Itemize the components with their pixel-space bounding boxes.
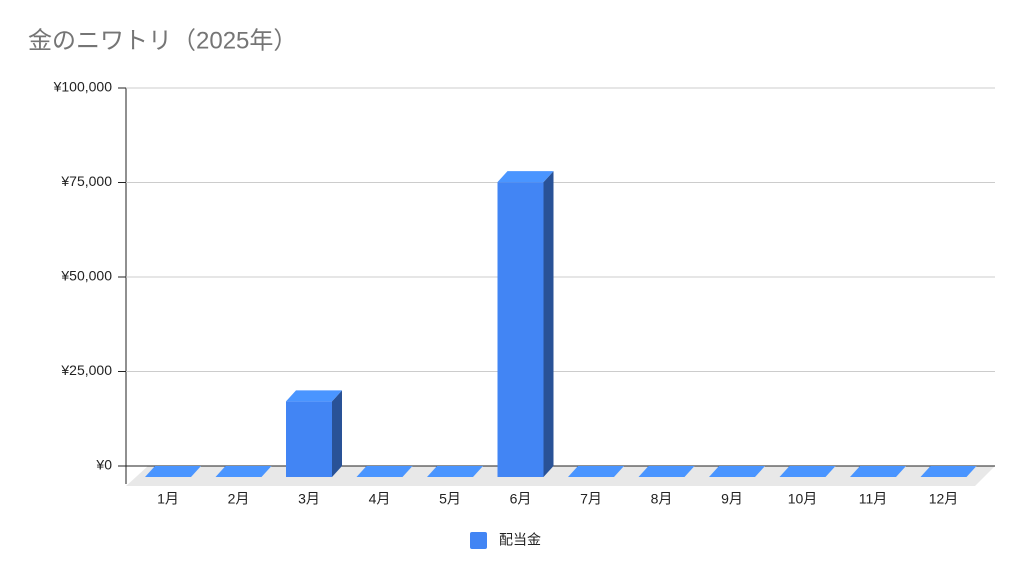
bar-side: [543, 171, 554, 477]
bar-side: [332, 390, 342, 477]
x-tick-label: 12月: [929, 491, 959, 507]
bar-top: [709, 466, 765, 477]
chart-title: 金のニワトリ（2025年）: [28, 27, 297, 54]
x-tick-label: 11月: [859, 491, 888, 507]
y-tick-label: ¥75,000: [60, 173, 112, 189]
x-tick-label: 8月: [651, 491, 673, 507]
x-tick-label: 7月: [580, 491, 602, 507]
bar: [497, 182, 544, 477]
bar-top: [638, 466, 695, 477]
y-tick-label: ¥0: [95, 457, 112, 473]
x-tick-label: 5月: [439, 491, 461, 507]
legend-swatch: [470, 532, 487, 549]
bar-top: [145, 466, 201, 477]
x-tick-label: 3月: [298, 491, 320, 507]
bar-top: [356, 466, 413, 477]
x-tick-label: 9月: [721, 491, 743, 507]
y-tick-label: ¥25,000: [60, 362, 112, 378]
bar-top: [779, 466, 836, 477]
y-tick-label: ¥50,000: [60, 268, 112, 284]
floor: [126, 466, 995, 486]
bar-top: [286, 390, 342, 402]
x-tick-label: 4月: [369, 491, 391, 507]
x-tick-label: 6月: [510, 491, 532, 507]
bar-top: [568, 466, 624, 477]
bar-top: [427, 466, 483, 477]
bar: [286, 401, 332, 477]
x-tick-label: 1月: [157, 491, 179, 507]
bar-top: [497, 171, 554, 183]
bar-top: [850, 466, 906, 477]
y-tick-label: ¥100,000: [53, 79, 113, 95]
x-tick-label: 2月: [228, 491, 250, 507]
bar-top: [215, 466, 272, 477]
bar-top: [920, 466, 977, 477]
x-tick-label: 10月: [788, 491, 818, 507]
legend-label: 配当金: [499, 532, 541, 548]
